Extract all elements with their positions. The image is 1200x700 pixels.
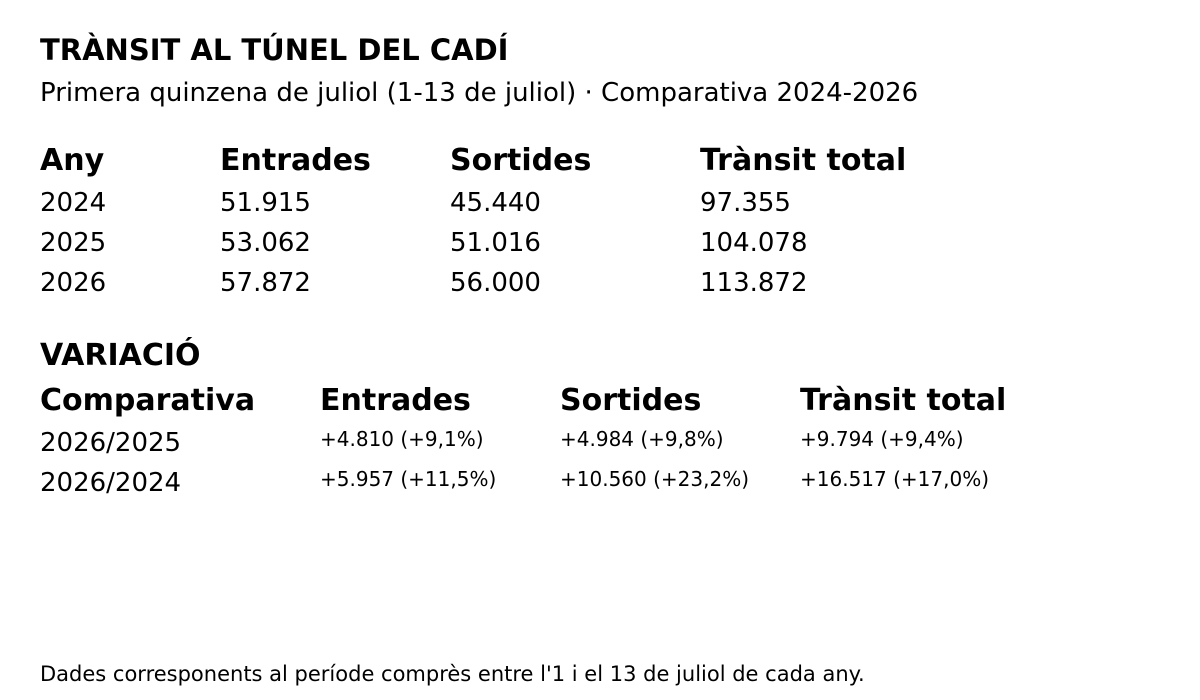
row-label: 2026/2025 — [40, 428, 181, 458]
column-header: Entrades — [320, 383, 471, 418]
table-cell: 2025 — [40, 228, 106, 258]
table-cell: 2026 — [40, 268, 106, 298]
column-header: Comparativa — [40, 383, 255, 418]
title: TRÀNSIT AL TÚNEL DEL CADÍ — [40, 33, 508, 67]
column-header: Sortides — [450, 143, 591, 178]
table-cell: +9.794 (+9,4%) — [800, 427, 964, 451]
variation-table: Comparativa Entrades Sortides Trànsit total… — [40, 383, 1006, 498]
table-cell: 45.440 — [450, 188, 541, 218]
table-cell: 53.062 — [220, 228, 311, 258]
table-cell: +16.517 (+17,0%) — [800, 467, 989, 491]
table-cell: 51.016 — [450, 228, 541, 258]
row-label: 2026/2024 — [40, 468, 181, 498]
table-cell: 57.872 — [220, 268, 311, 298]
table-cell: +4.810 (+9,1%) — [320, 427, 484, 451]
column-header: Trànsit total — [800, 383, 1006, 418]
footnote: Dades corresponents al període comprès e… — [40, 662, 865, 686]
table-cell: +5.957 (+11,5%) — [320, 467, 496, 491]
table-cell: 56.000 — [450, 268, 541, 298]
table-cell: 97.355 — [700, 188, 791, 218]
subtitle: Primera quinzena de juliol (1-13 de juli… — [40, 78, 918, 108]
section-title: VARIACIÓ — [40, 336, 201, 373]
column-header: Any — [40, 143, 105, 178]
table-cell: 113.872 — [700, 268, 808, 298]
column-header: Trànsit total — [700, 143, 906, 178]
table-cell: 104.078 — [700, 228, 808, 258]
table-cell: +4.984 (+9,8%) — [560, 427, 724, 451]
column-header: Sortides — [560, 383, 701, 418]
table-cell: 51.915 — [220, 188, 311, 218]
traffic-table: Any Entrades Sortides Trànsit total 2024 51.9… — [40, 143, 906, 298]
table-cell: +10.560 (+23,2%) — [560, 467, 749, 491]
table-cell: 2024 — [40, 188, 106, 218]
column-header: Entrades — [220, 143, 371, 178]
